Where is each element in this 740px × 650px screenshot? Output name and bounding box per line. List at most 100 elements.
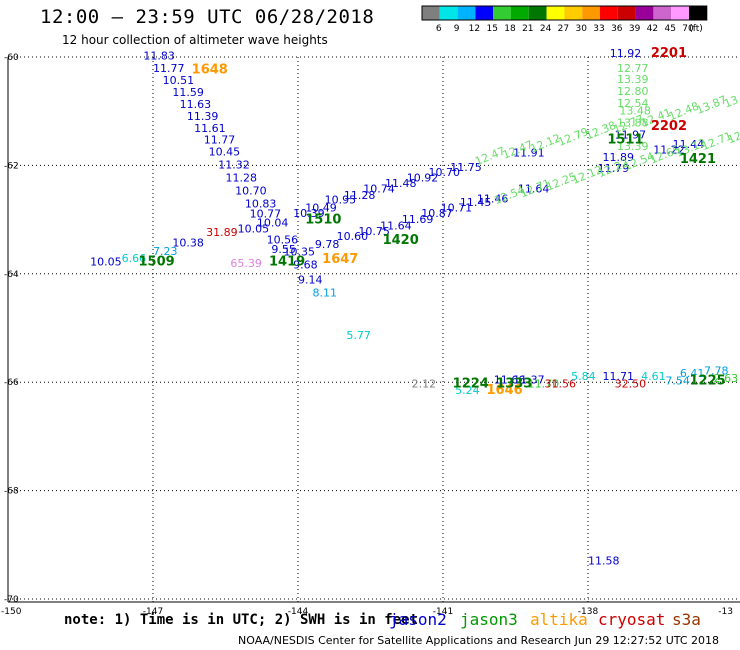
- wave-height-value: 9.68: [293, 258, 318, 271]
- wave-height-value: 11.77: [153, 62, 185, 75]
- wave-height-value: 12.79: [556, 125, 590, 149]
- latitude-tick-label: -62: [4, 161, 19, 171]
- color-scale-bar: 6 9 12 15 18 21 24 27 30 33 36 39 42 45 70(ft): [421, 5, 708, 34]
- color-swatch: [546, 6, 565, 20]
- color-swatch: [671, 6, 689, 20]
- wave-height-value: 11.70: [528, 378, 560, 391]
- map-title: 12:00 – 23:59 UTC 06/28/2018: [40, 6, 375, 28]
- color-scale-tick: 70: [682, 24, 694, 34]
- wave-height-value: 11.28: [344, 189, 376, 202]
- track-time-label: 1420: [383, 233, 419, 248]
- footer-note: note: 1) Time is in UTC; 2) SWH is in fe…: [64, 612, 419, 628]
- wave-height-value: 10.05: [238, 223, 269, 236]
- wave-height-value: 11.45: [460, 196, 492, 209]
- wave-height-value: 12.80: [617, 85, 649, 98]
- color-swatch: [600, 6, 618, 20]
- color-scale-unit: (ft): [689, 24, 703, 34]
- wave-height-value: 11.69: [402, 213, 434, 226]
- wave-height-value: 7.78: [704, 365, 729, 378]
- color-scale-tick: 21: [522, 24, 533, 34]
- wave-height-value: 11.97: [615, 128, 647, 141]
- wave-height-value: 10.49: [305, 201, 337, 214]
- wave-height-value: 11.37: [513, 373, 545, 386]
- track-time-label: 1648: [192, 62, 228, 77]
- wave-height-value: 31.56: [545, 378, 577, 391]
- wave-height-value: 6.66: [122, 252, 147, 265]
- legend-s3a: s3a: [672, 610, 701, 629]
- color-scale-tick: 45: [664, 24, 675, 34]
- color-swatch: [475, 6, 494, 20]
- track-time-label: 1421: [680, 152, 716, 167]
- wave-height-value: 13.39: [617, 140, 649, 153]
- wave-height-value: 13.48: [619, 104, 651, 117]
- wave-height-value: 10.04: [257, 217, 289, 230]
- color-swatch: [617, 6, 636, 20]
- footer-credit: NOAA/NESDIS Center for Satellite Applica…: [238, 634, 720, 647]
- color-scale-tick: 33: [593, 24, 604, 34]
- wave-height-value: 10.77: [250, 207, 282, 220]
- wave-height-value: 7.54: [665, 374, 690, 387]
- wave-height-value: 5.84: [571, 370, 596, 383]
- track-time-label: 1647: [322, 252, 358, 267]
- wave-height-value: 11.58: [588, 554, 620, 567]
- wave-height-value: 11.22: [653, 143, 685, 156]
- latitude-tick-label: -66: [4, 378, 19, 388]
- wave-height-value: 5.24: [455, 384, 480, 397]
- track-time-label: 1509: [139, 255, 175, 270]
- wave-height-value: 12.47: [473, 144, 507, 168]
- wave-height-value: 11.64: [380, 219, 412, 232]
- wave-height-value: 10.60: [337, 230, 369, 243]
- track-time-label: 2202: [651, 119, 687, 134]
- wave-height-value: 11.61: [194, 122, 226, 135]
- latitude-tick-label: -68: [4, 487, 19, 497]
- wave-height-value: 7.23: [153, 245, 178, 258]
- wave-height-value: 10.05: [90, 256, 122, 269]
- wave-height-value: 11.89: [603, 151, 635, 164]
- longitude-tick-label: -138: [578, 607, 599, 617]
- wave-height-value: 10.74: [363, 183, 395, 196]
- wave-height-value: 13.42: [722, 87, 740, 111]
- track-time-label: 1511: [607, 133, 643, 148]
- legend-cryosat: cryosat: [598, 610, 666, 629]
- wave-height-value: 11.59: [172, 86, 204, 99]
- wave-height-value: 4.61: [641, 370, 666, 383]
- wave-height-value: 11.32: [218, 159, 250, 172]
- wave-height-value: 10.75: [358, 225, 390, 238]
- wave-height-value: 10.71: [441, 201, 473, 214]
- track-time-label: 1510: [305, 212, 341, 227]
- wave-height-value: 11.46: [477, 192, 509, 205]
- wave-height-value: 10.95: [325, 193, 357, 206]
- wave-height-value: 10.87: [421, 207, 453, 220]
- legend-jason2: jason2: [389, 610, 447, 629]
- latitude-tick-label: -60: [4, 53, 19, 63]
- color-swatch: [528, 6, 547, 20]
- color-swatch: [511, 6, 529, 20]
- wave-height-value: 11.75: [450, 161, 482, 174]
- latitude-tick-label: -64: [4, 270, 19, 280]
- color-scale-tick: 39: [629, 24, 641, 34]
- wave-height-value: 11.48: [385, 177, 417, 190]
- track-time-label: 1646: [487, 383, 523, 398]
- wave-height-value: 10.70: [429, 166, 461, 179]
- wave-height-value: 11.71: [603, 370, 635, 383]
- map-frame: [7, 57, 740, 603]
- color-swatch: [422, 6, 440, 20]
- wave-height-value: 10.70: [235, 185, 267, 198]
- color-swatch: [653, 6, 672, 20]
- track-time-label: 1224: [453, 377, 489, 392]
- map-subtitle: 12 hour collection of altimeter wave hei…: [62, 33, 328, 47]
- color-scale-tick: 9: [454, 24, 460, 34]
- color-scale-tick: 15: [486, 24, 497, 34]
- wave-height-value: 11.39: [187, 110, 219, 123]
- track-time-label: 1419: [269, 255, 305, 270]
- track-time-label: 1225: [690, 373, 726, 388]
- wave-height-value: 65.39: [230, 257, 261, 270]
- legend-altika: altika: [530, 610, 588, 629]
- wave-height-value: 10.39: [293, 207, 325, 220]
- wave-height-value: 11.83: [143, 50, 175, 63]
- wave-height-value: 13.39: [617, 73, 649, 86]
- color-scale-tick: 24: [540, 24, 552, 34]
- color-swatch: [635, 6, 654, 20]
- color-scale-tick: 30: [575, 24, 587, 34]
